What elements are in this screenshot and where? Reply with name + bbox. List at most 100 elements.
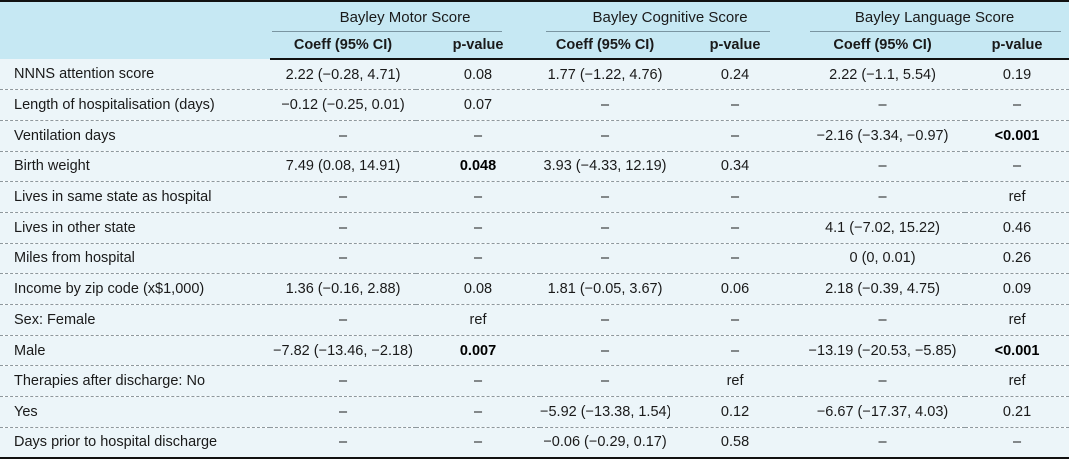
coeff-cell: –: [540, 89, 671, 121]
coeff-cell: –: [800, 304, 966, 336]
pvalue-cell: 0.24: [670, 59, 801, 90]
pvalue-cell: 0.26: [965, 242, 1069, 274]
pvalue-cell: ref: [416, 304, 541, 336]
motor-coeff-header: Coeff (95% CI): [270, 32, 416, 60]
coeff-cell: 2.22 (−0.28, 4.71): [270, 59, 416, 90]
coeff-cell: –: [270, 211, 416, 244]
table-row: Birth weight 7.49 (0.08, 14.91) 0.048 3.93 …: [0, 150, 1069, 182]
coeff-cell: 3.93 (−4.33, 12.19): [540, 150, 671, 182]
coeff-cell: 0 (0, 0.01): [800, 242, 966, 274]
row-label: Length of hospitalisation (days): [0, 89, 270, 121]
coeff-cell: –: [270, 365, 416, 397]
pvalue-cell: ref: [965, 365, 1069, 397]
table-row: Male −7.82 (−13.46, −2.18) 0.007– – −13.19 (…: [0, 334, 1069, 366]
pvalue-cell: ref: [670, 365, 801, 397]
coeff-cell: –: [800, 181, 966, 213]
coeff-cell: 2.18 (−0.39, 4.75): [800, 273, 966, 305]
table-row: Days prior to hospital discharge – – −0.06 …: [0, 426, 1069, 459]
coeff-cell: −7.82 (−13.46, −2.18): [270, 334, 416, 366]
pvalue-cell: 0.007: [416, 334, 541, 366]
coeff-cell: 7.49 (0.08, 14.91): [270, 150, 416, 182]
coeff-cell: –: [540, 119, 671, 152]
pvalue-cell: 0.06: [670, 273, 801, 305]
coeff-cell: −2.16 (−3.34, −0.97): [800, 119, 966, 152]
coeff-cell: −0.12 (−0.25, 0.01): [270, 89, 416, 121]
pvalue-cell: –: [670, 334, 801, 366]
coeff-cell: –: [270, 119, 416, 152]
pvalue-cell: ref: [965, 304, 1069, 336]
pvalue-cell: –: [670, 89, 801, 121]
coeff-cell: –: [540, 242, 671, 274]
coeff-cell: –: [540, 211, 671, 244]
pvalue-cell: –: [670, 242, 801, 274]
row-label: Lives in same state as hospital: [0, 181, 270, 213]
coeff-cell: −5.92 (−13.38, 1.54): [540, 396, 671, 428]
table-row: Lives in same state as hospital – – – – – ref: [0, 181, 1069, 213]
row-label: Miles from hospital: [0, 242, 270, 274]
coeff-cell: 1.77 (−1.22, 4.76): [540, 59, 671, 90]
pvalue-cell: –: [416, 211, 541, 244]
coeff-cell: 2.22 (−1.1, 5.54): [800, 59, 966, 90]
pvalue-cell: –: [670, 119, 801, 152]
coeff-cell: –: [270, 304, 416, 336]
pvalue-cell: 0.58: [670, 426, 801, 459]
row-label: Income by zip code (x$1,000): [0, 273, 270, 305]
language-pvalue-header: p-value: [965, 32, 1069, 60]
pvalue-cell: –: [416, 426, 541, 459]
coeff-cell: –: [270, 181, 416, 213]
table-row: Sex: Female – ref – – – ref: [0, 304, 1069, 336]
pvalue-cell: –: [416, 242, 541, 274]
table-body: NNNS attention score 2.22 (−0.28, 4.71) 0.…: [0, 59, 1069, 459]
motor-pvalue-header: p-value: [416, 32, 541, 60]
coeff-cell: −6.67 (−17.37, 4.03): [800, 396, 966, 428]
table-row: Lives in other state – – – –4.1 (−7.02, 15.2…: [0, 211, 1069, 244]
pvalue-cell: 0.46: [965, 211, 1069, 244]
pvalue-cell: 0.08: [416, 59, 541, 90]
table-row: Income by zip code (x$1,000) 1.36 (−0.16,…: [0, 273, 1069, 305]
pvalue-cell: 0.34: [670, 150, 801, 182]
coeff-cell: 1.36 (−0.16, 2.88): [270, 273, 416, 305]
row-label: Sex: Female: [0, 304, 270, 336]
coeff-cell: –: [800, 365, 966, 397]
corner-cell: [0, 0, 270, 59]
row-label: Male: [0, 334, 270, 366]
group-header-motor: Bayley Motor Score: [270, 0, 541, 33]
coeff-cell: −0.06 (−0.29, 0.17): [540, 426, 671, 459]
pvalue-cell: 0.08: [416, 273, 541, 305]
coeff-cell: –: [270, 426, 416, 459]
pvalue-cell: –: [670, 181, 801, 213]
group-header-cognitive: Bayley Cognitive Score: [540, 0, 801, 33]
pvalue-cell: –: [416, 396, 541, 428]
cognitive-pvalue-header: p-value: [670, 32, 801, 60]
row-label: Days prior to hospital discharge: [0, 426, 270, 459]
row-label: Birth weight: [0, 150, 270, 182]
pvalue-cell: 0.09: [965, 273, 1069, 305]
pvalue-cell: 0.12: [670, 396, 801, 428]
pvalue-cell: 0.07: [416, 89, 541, 121]
pvalue-cell: ref: [965, 181, 1069, 213]
group-header-row: Bayley Motor Score Bayley Cognitive Scor…: [0, 0, 1069, 59]
pvalue-cell: –: [416, 181, 541, 213]
row-label: Ventilation days: [0, 119, 270, 152]
row-label: NNNS attention score: [0, 59, 270, 90]
coeff-cell: –: [540, 181, 671, 213]
cognitive-coeff-header: Coeff (95% CI): [540, 32, 671, 60]
pvalue-cell: –: [965, 89, 1069, 121]
table-row: Ventilation days – – – – −2.16 (−3.34, −0.97)…: [0, 119, 1069, 152]
table-row: Therapies after discharge: No – – – ref – ref: [0, 365, 1069, 397]
coeff-cell: 4.1 (−7.02, 15.22): [800, 211, 966, 244]
pvalue-cell: –: [965, 150, 1069, 182]
coeff-cell: −13.19 (−20.53, −5.85): [800, 334, 966, 366]
pvalue-cell: <0.001: [965, 119, 1069, 152]
table-row: Length of hospitalisation (days) −0.12 (−…: [0, 89, 1069, 121]
sub-header-row: Coeff (95% CI) p-value Coeff (95% CI) p-…: [0, 32, 1069, 60]
row-label: Lives in other state: [0, 211, 270, 244]
pvalue-cell: <0.001: [965, 334, 1069, 366]
row-label: Yes: [0, 396, 270, 428]
row-label: Therapies after discharge: No: [0, 365, 270, 397]
table-row: Yes – – −5.92 (−13.38, 1.54) 0.12 −6.67 (−17.…: [0, 396, 1069, 428]
coeff-cell: –: [270, 396, 416, 428]
table-row: NNNS attention score 2.22 (−0.28, 4.71) 0.…: [0, 59, 1069, 90]
